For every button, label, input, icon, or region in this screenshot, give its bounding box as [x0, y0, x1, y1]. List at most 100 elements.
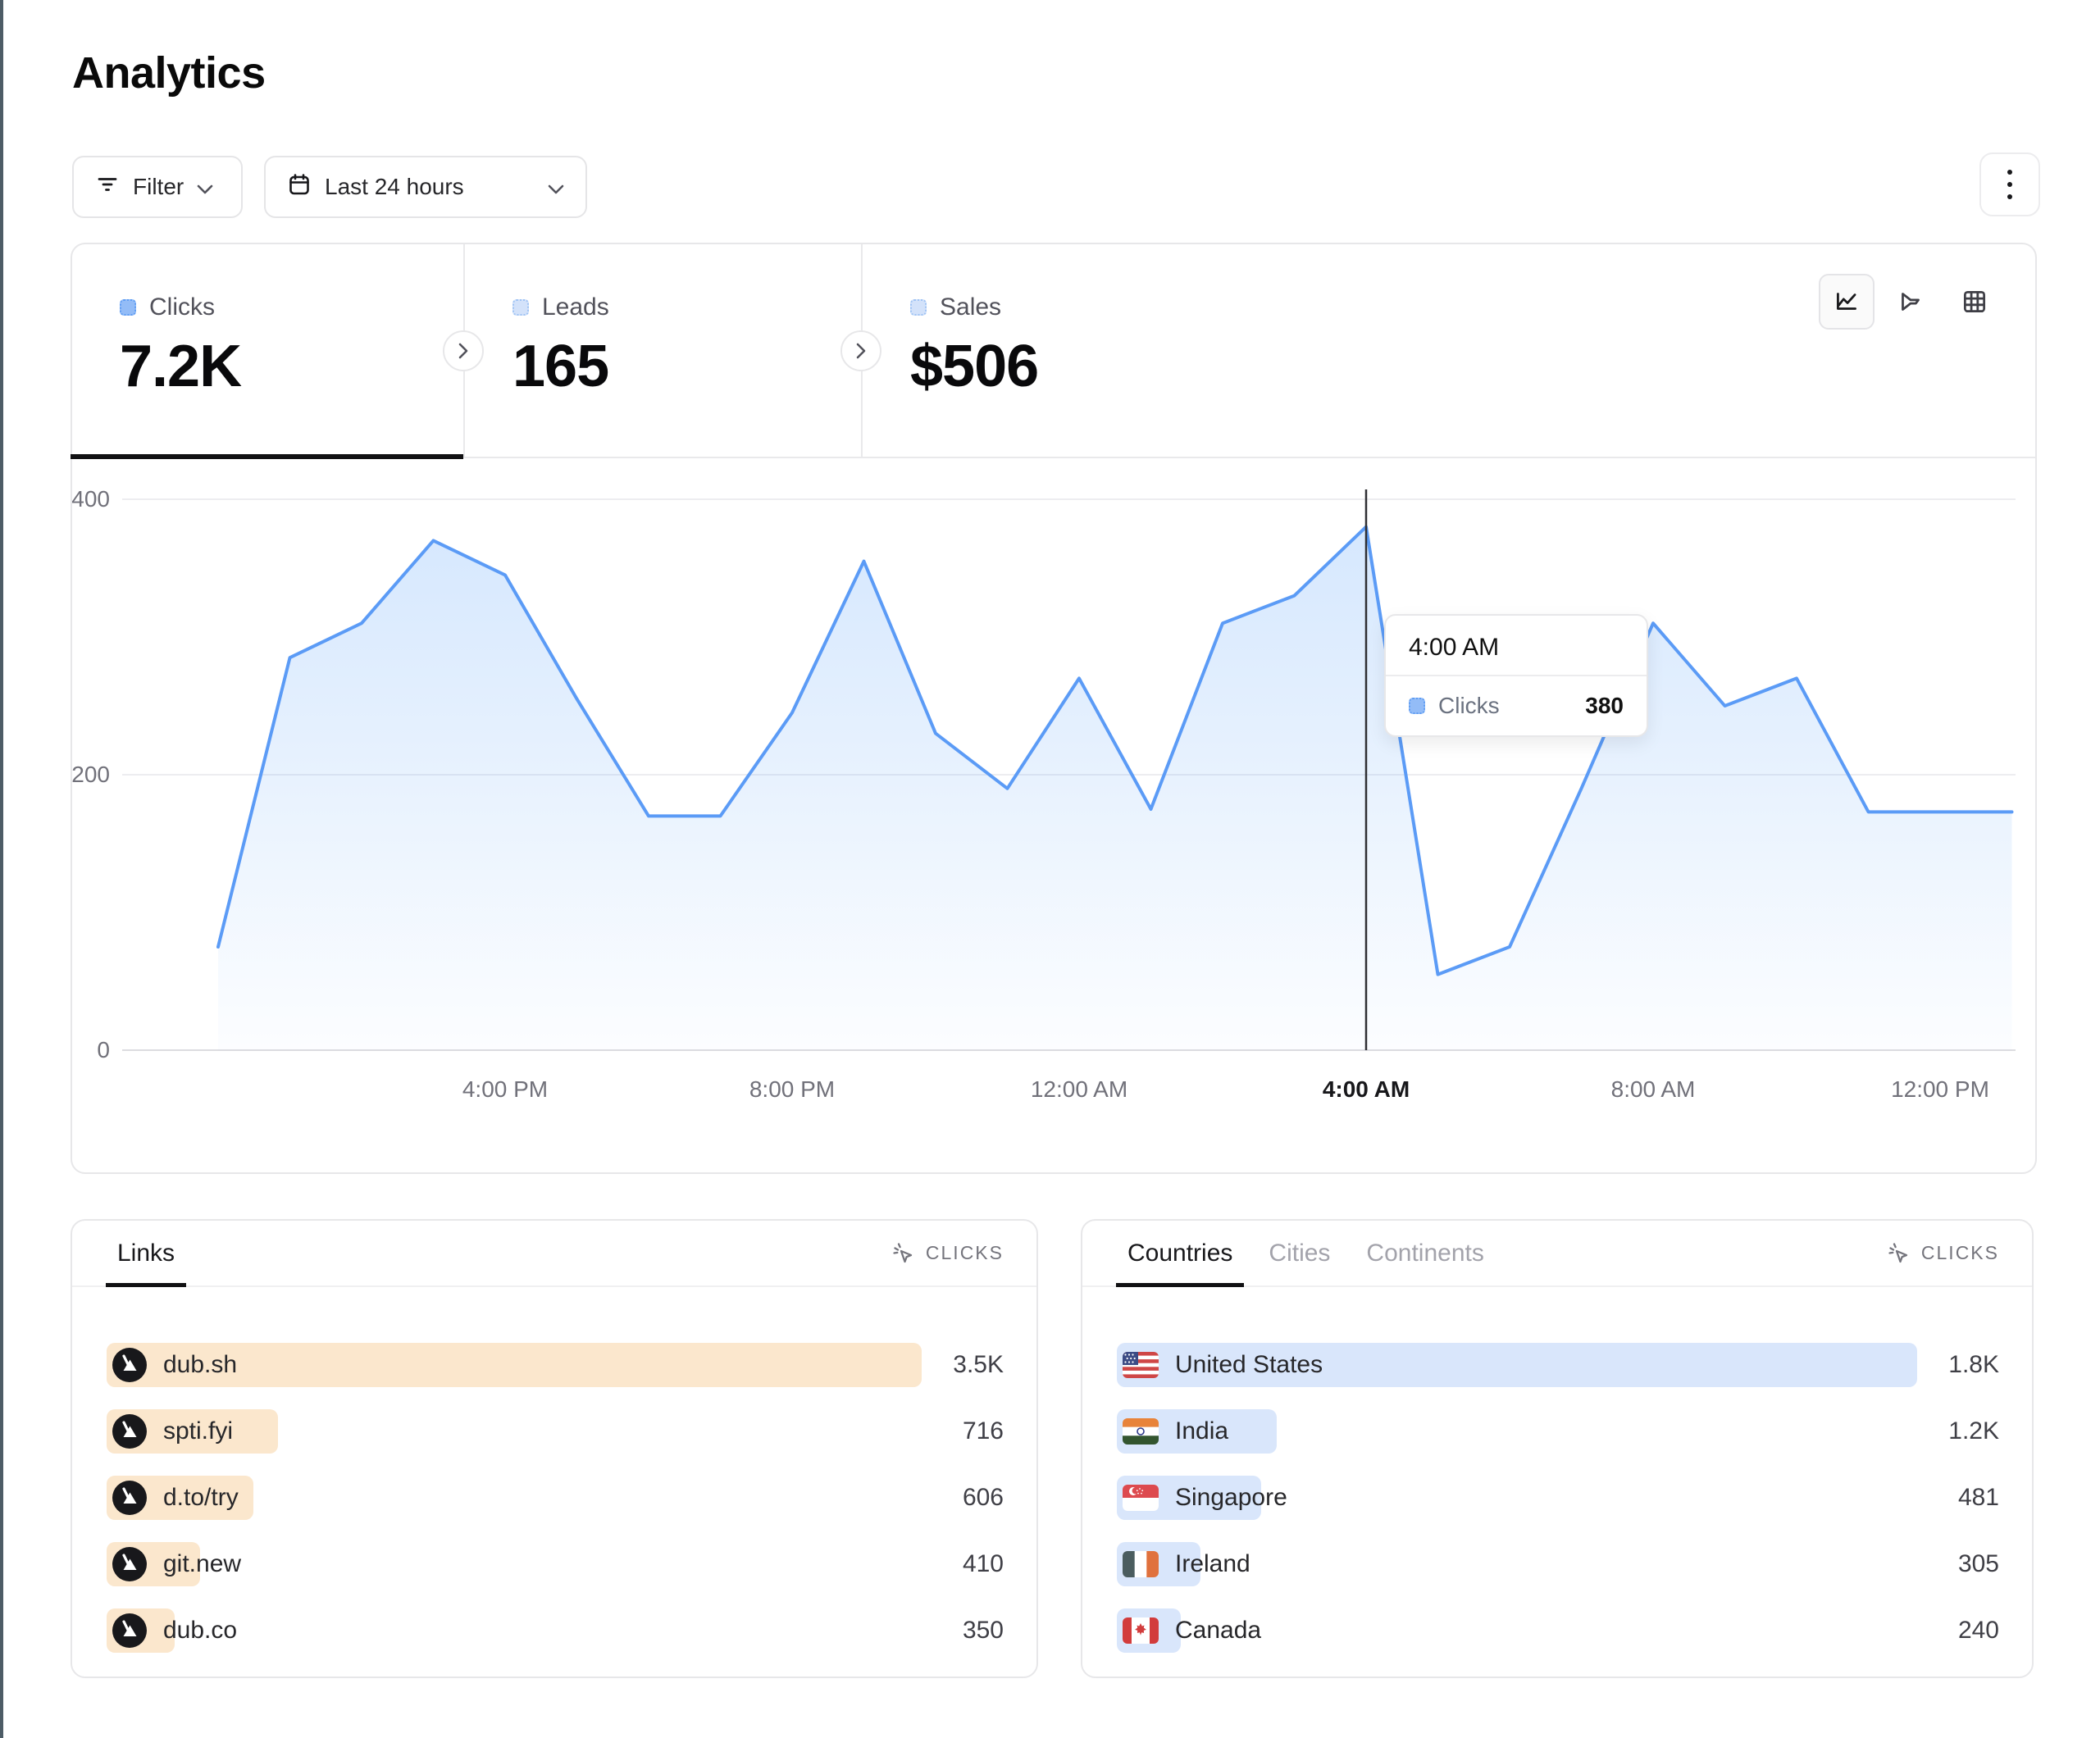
svg-text:8:00 AM: 8:00 AM: [1611, 1076, 1696, 1102]
chevron-down-icon: [548, 174, 564, 200]
chevron-right-icon: [458, 343, 468, 359]
links-panel: Links CLICKS dub.sh 3.5K: [71, 1219, 1038, 1678]
link-row[interactable]: dub.co 350: [107, 1608, 1004, 1653]
more-options-button[interactable]: [1979, 152, 2040, 216]
dub-logo-icon: [112, 1481, 147, 1515]
page-title: Analytics: [72, 48, 266, 98]
tooltip-value: 380: [1585, 693, 1624, 718]
tab-continents[interactable]: Continents: [1366, 1221, 1483, 1285]
filter-button[interactable]: Filter: [72, 156, 243, 218]
country-clicks-value: 240: [1957, 1617, 1999, 1644]
clicks-series-bullet-icon: [1409, 698, 1425, 714]
country-label: Ireland: [1175, 1550, 1250, 1577]
svg-text:4:00 PM: 4:00 PM: [462, 1076, 548, 1102]
tab-cities[interactable]: Cities: [1269, 1221, 1330, 1285]
link-row[interactable]: git.new 410: [107, 1542, 1004, 1586]
us-flag-icon: [1123, 1352, 1159, 1378]
link-label: d.to/try: [163, 1484, 239, 1511]
country-label: Canada: [1175, 1617, 1262, 1644]
filter-icon: [95, 172, 120, 202]
country-clicks-value: 481: [1957, 1484, 1999, 1511]
link-label: dub.co: [163, 1617, 238, 1644]
singapore-flag-icon: [1123, 1485, 1159, 1511]
tab-countries[interactable]: Countries: [1115, 1221, 1245, 1287]
dub-logo-icon: [112, 1547, 147, 1581]
link-row[interactable]: dub.sh 3.5K: [107, 1343, 1004, 1387]
tab-leads[interactable]: Leads 165: [463, 244, 861, 457]
svg-text:12:00 AM: 12:00 AM: [1031, 1076, 1127, 1102]
svg-text:12:00 PM: 12:00 PM: [1891, 1076, 1989, 1102]
country-row[interactable]: India 1.2K: [1117, 1409, 1999, 1454]
line-chart-view-button[interactable]: [1819, 274, 1875, 330]
tab-clicks[interactable]: Clicks 7.2K: [71, 244, 463, 459]
country-clicks-value: 1.8K: [1948, 1351, 1999, 1378]
country-label: Singapore: [1175, 1484, 1287, 1511]
chart-view-switcher: [1819, 274, 2002, 330]
canada-flag-icon: [1123, 1617, 1159, 1644]
link-clicks-value: 606: [962, 1484, 1004, 1511]
country-row[interactable]: United States 1.8K: [1117, 1343, 1999, 1387]
country-label: United States: [1175, 1351, 1323, 1378]
dub-logo-icon: [112, 1414, 147, 1449]
clicks-time-series-chart[interactable]: 0 200 400 4:00 PM 8:00 PM 12:00 AM 4:00 AM 8:00…: [72, 458, 2039, 1176]
funnel-icon: [1902, 293, 1920, 311]
country-row[interactable]: Ireland 305: [1117, 1542, 1999, 1586]
chevron-right-icon: [856, 343, 866, 359]
svg-text:400: 400: [72, 486, 110, 512]
tab-sales[interactable]: Sales $506: [861, 244, 2035, 457]
link-clicks-value: 350: [962, 1617, 1004, 1644]
sales-amount: $506: [910, 334, 1039, 399]
tab-links[interactable]: Links: [105, 1221, 187, 1287]
link-row[interactable]: d.to/try 606: [107, 1476, 1004, 1520]
links-tab-label: Links: [117, 1239, 175, 1267]
funnel-view-button[interactable]: [1883, 274, 1938, 330]
geo-panel: Countries Cities Continents CLICKS: [1081, 1219, 2034, 1678]
link-label: dub.sh: [163, 1351, 238, 1378]
date-range-button[interactable]: Last 24 hours: [264, 156, 587, 218]
country-row[interactable]: Canada 240: [1117, 1608, 1999, 1653]
date-range-label: Last 24 hours: [325, 174, 464, 199]
stat-label: Leads: [542, 293, 609, 321]
dub-logo-icon: [112, 1613, 147, 1648]
metric-header-label: CLICKS: [925, 1242, 1004, 1263]
stat-label: Clicks: [149, 293, 215, 321]
sales-series-bullet-icon: [910, 299, 927, 316]
expand-leads-button[interactable]: [443, 330, 484, 371]
leads-series-bullet-icon: [512, 299, 529, 316]
cursor-click-icon: [893, 1242, 913, 1263]
cities-tab-label: Cities: [1269, 1239, 1331, 1267]
link-label: spti.fyi: [163, 1417, 234, 1445]
link-clicks-value: 716: [962, 1417, 1004, 1445]
chevron-down-icon: [197, 174, 213, 200]
grid-table-icon: [1963, 290, 1986, 313]
country-label: India: [1175, 1417, 1229, 1445]
link-clicks-value: 410: [962, 1550, 1004, 1577]
tooltip-series-label: Clicks: [1438, 693, 1500, 718]
svg-text:200: 200: [72, 762, 110, 787]
country-row[interactable]: Singapore 481: [1117, 1476, 1999, 1520]
expand-sales-button[interactable]: [840, 330, 881, 371]
leads-count: 165: [512, 334, 609, 399]
clicks-count: 7.2K: [120, 334, 242, 399]
svg-text:8:00 PM: 8:00 PM: [749, 1076, 835, 1102]
link-label: git.new: [163, 1550, 242, 1577]
geo-metric-header[interactable]: CLICKS: [1887, 1241, 1999, 1266]
table-view-button[interactable]: [1947, 274, 2002, 330]
active-tab-underline: [71, 454, 463, 459]
line-chart-icon: [1837, 293, 1856, 310]
links-metric-header[interactable]: CLICKS: [891, 1241, 1004, 1266]
ireland-flag-icon: [1123, 1551, 1159, 1577]
continents-tab-label: Continents: [1366, 1239, 1484, 1267]
calendar-icon: [287, 172, 312, 202]
analytics-card: Clicks 7.2K Leads 165 Sales $506: [71, 243, 2037, 1174]
tooltip-time: 4:00 AM: [1409, 634, 1500, 661]
countries-tab-label: Countries: [1127, 1239, 1233, 1267]
link-clicks-value: 3.5K: [953, 1351, 1004, 1378]
cursor-click-icon: [1888, 1242, 1908, 1263]
country-clicks-value: 1.2K: [1948, 1417, 1999, 1445]
link-row[interactable]: spti.fyi 716: [107, 1409, 1004, 1454]
stat-label: Sales: [940, 293, 1002, 321]
dub-logo-icon: [112, 1348, 147, 1382]
metric-header-label: CLICKS: [1920, 1242, 1999, 1263]
